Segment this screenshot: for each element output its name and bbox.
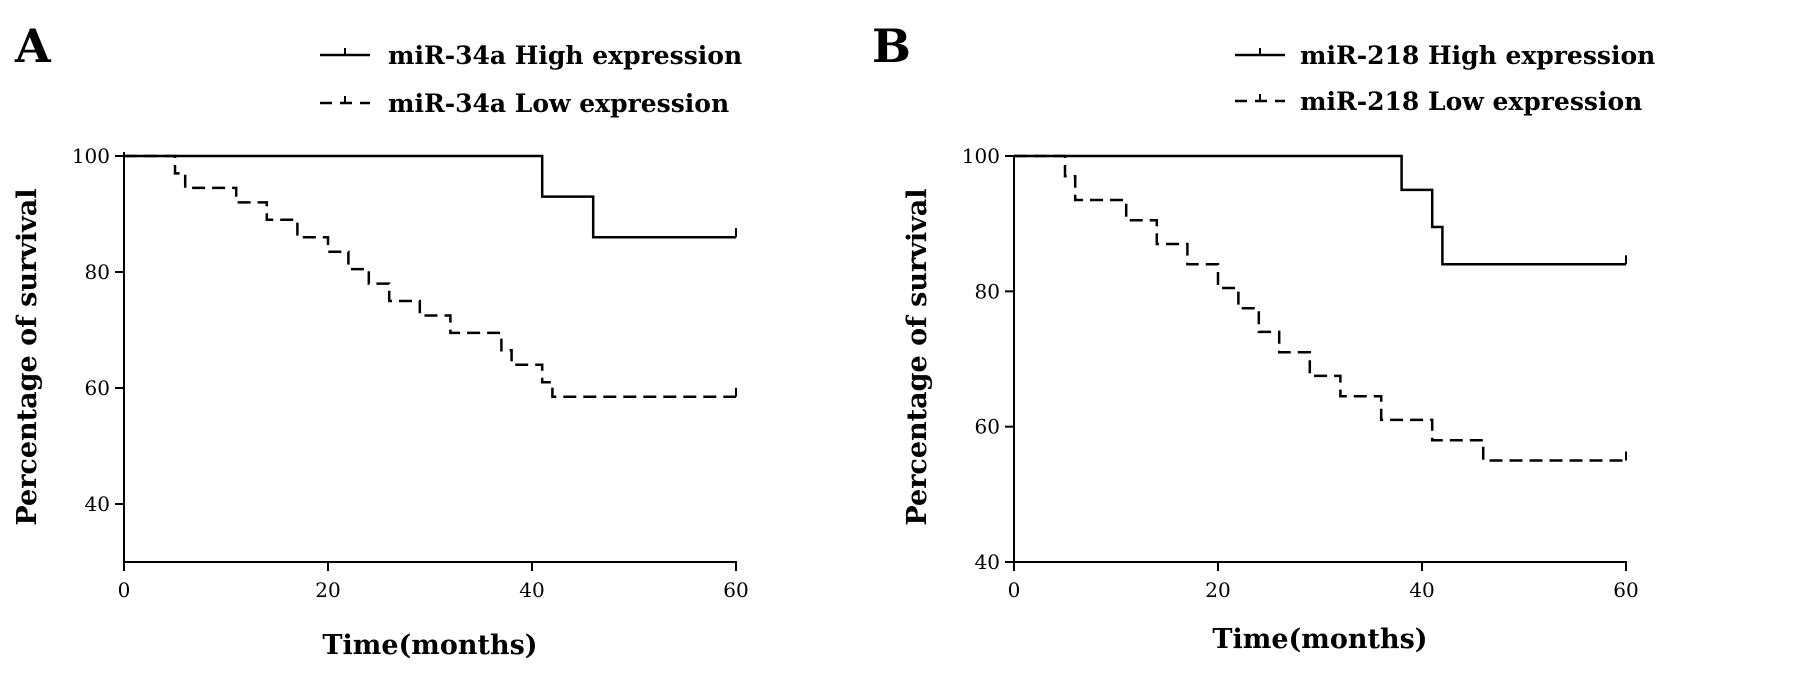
x-tick-label: 0	[1008, 578, 1021, 602]
y-ticks: 40 60 80 100	[72, 144, 124, 516]
panel-label: A	[14, 19, 52, 73]
survival-curve-low	[1014, 154, 1626, 462]
legend-item-high: miR-218 High expression	[1235, 41, 1655, 70]
survival-curve-high	[1014, 154, 1626, 266]
x-ticks: 0 20 40 60	[1008, 562, 1639, 602]
x-axis-title: Time(months)	[1212, 624, 1427, 655]
y-tick-label: 40	[975, 550, 1000, 574]
x-tick-label: 60	[723, 578, 748, 602]
x-tick-label: 60	[1613, 578, 1638, 602]
y-tick-label: 100	[72, 144, 110, 168]
panel-label: B	[872, 19, 911, 73]
panel-b: B miR-218 High expression miR-218 Low ex…	[872, 19, 1655, 655]
survival-curve-low	[124, 154, 736, 398]
x-axis-title: Time(months)	[322, 630, 537, 661]
plot-lines	[124, 154, 737, 398]
legend-label-low: miR-218 Low expression	[1300, 87, 1642, 116]
legend-item-high: miR-34a High expression	[320, 41, 742, 70]
legend-item-low: miR-34a Low expression	[320, 89, 729, 118]
survival-curve-high	[124, 154, 736, 239]
y-ticks: 40 60 80 100	[962, 144, 1014, 574]
legend-label-high: miR-218 High expression	[1300, 41, 1655, 70]
legend: miR-34a High expression miR-34a Low expr…	[320, 41, 742, 118]
y-tick-label: 80	[85, 260, 110, 284]
legend-label-low: miR-34a Low expression	[388, 89, 729, 118]
y-axis-title: Percentage of survival	[902, 188, 933, 525]
y-axis-title: Percentage of survival	[12, 188, 43, 525]
panel-a: A miR-34a High expression miR-34a Low ex…	[12, 19, 749, 661]
x-tick-label: 40	[519, 578, 544, 602]
legend-item-low: miR-218 Low expression	[1235, 87, 1642, 116]
legend: miR-218 High expression miR-218 Low expr…	[1235, 41, 1655, 116]
y-tick-label: 80	[975, 279, 1000, 303]
x-tick-label: 0	[118, 578, 131, 602]
y-tick-label: 100	[962, 144, 1000, 168]
y-tick-label: 40	[85, 492, 110, 516]
x-tick-label: 40	[1409, 578, 1434, 602]
x-tick-label: 20	[315, 578, 340, 602]
legend-label-high: miR-34a High expression	[388, 41, 742, 70]
y-tick-label: 60	[85, 376, 110, 400]
x-tick-label: 20	[1205, 578, 1230, 602]
plot-lines	[1014, 154, 1627, 462]
x-ticks: 0 20 40 60	[118, 562, 749, 602]
y-tick-label: 60	[975, 415, 1000, 439]
